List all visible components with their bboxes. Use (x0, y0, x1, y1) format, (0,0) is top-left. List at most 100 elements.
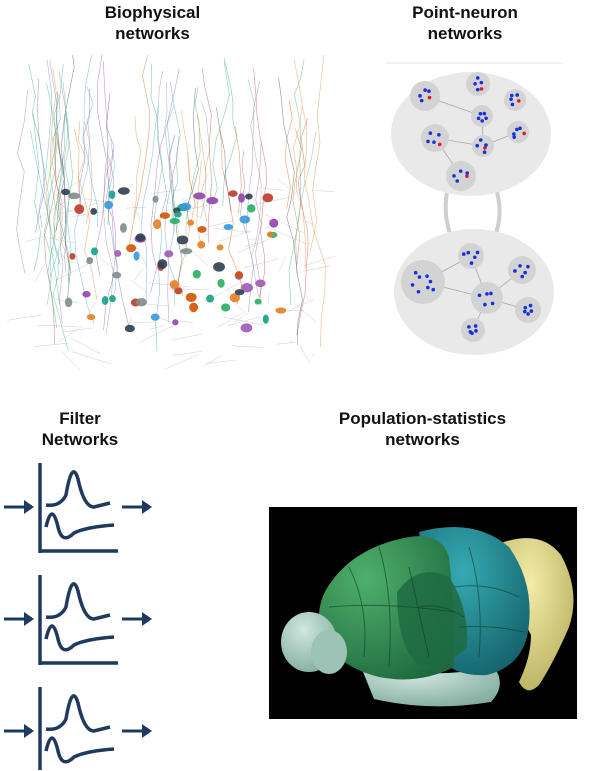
excitatory-neuron (466, 250, 471, 255)
neuron-population (410, 81, 440, 111)
excitatory-neuron (469, 261, 474, 265)
excitatory-neuron (423, 88, 427, 92)
excitatory-neuron (428, 131, 433, 136)
excitatory-neuron (437, 133, 441, 137)
excitatory-neuron (418, 94, 422, 98)
excitatory-neuron (467, 325, 471, 329)
excitatory-neuron (510, 102, 515, 107)
excitatory-neuron (523, 305, 528, 310)
biophysical-title: Biophysical networks (104, 3, 201, 43)
excitatory-neuron (475, 143, 479, 148)
excitatory-neuron (465, 171, 469, 175)
excitatory-neuron (410, 283, 415, 287)
neuron-population (401, 260, 445, 304)
excitatory-neuron (478, 111, 483, 116)
dendrite-mesh (7, 55, 335, 371)
excitatory-neuron (478, 138, 483, 142)
point-neuron-title: Point-neuron networks (412, 3, 518, 43)
brain-atlas-image (269, 507, 577, 719)
filter-kernel-icon (45, 694, 111, 733)
filter-unit (4, 575, 152, 665)
excitatory-neuron (452, 174, 456, 178)
excitatory-neuron (512, 135, 516, 139)
excitatory-neuron (428, 279, 433, 284)
excitatory-neuron (475, 250, 480, 255)
excitatory-neuron (484, 116, 488, 121)
excitatory-neuron (473, 81, 477, 86)
biophysical-network-image (5, 55, 335, 375)
inhibitory-neuron (427, 95, 432, 100)
neuron-population (471, 282, 503, 314)
arrow-right-icon (142, 724, 152, 738)
arrow-right-icon (142, 612, 152, 626)
excitatory-neuron (475, 76, 480, 80)
neuron-population (461, 318, 485, 342)
inhibitory-neuron (437, 142, 442, 147)
neuron-population (507, 121, 529, 143)
excitatory-neuron (482, 111, 487, 116)
excitatory-neuron (523, 270, 527, 275)
excitatory-neuron (520, 274, 525, 279)
filter-network-diagram (2, 455, 162, 770)
population-title: Population-statistics networks (338, 409, 507, 449)
excitatory-neuron (476, 116, 481, 121)
filter-kernel-icon (45, 470, 111, 509)
excitatory-neuron (485, 292, 489, 296)
excitatory-neuron (515, 93, 520, 97)
excitatory-neuron (427, 89, 431, 94)
excitatory-neuron (484, 143, 488, 147)
excitatory-neuron (426, 285, 430, 290)
excitatory-neuron (518, 126, 522, 131)
point-neuron-network-image (385, 60, 563, 360)
excitatory-neuron (479, 80, 484, 85)
excitatory-neuron (419, 98, 424, 103)
excitatory-neuron (473, 324, 478, 328)
excitatory-neuron (475, 87, 480, 92)
excitatory-neuron (477, 293, 482, 298)
excitatory-neuron (417, 275, 422, 279)
neuron-population (458, 243, 484, 269)
excitatory-neuron (509, 97, 513, 102)
excitatory-neuron (431, 287, 436, 292)
filter-unit (4, 687, 152, 770)
neuron-population (515, 297, 541, 323)
excitatory-neuron (483, 302, 487, 307)
excitatory-neuron (509, 93, 514, 98)
excitatory-neuron (468, 330, 473, 334)
filter-title: Filter Networks (41, 409, 119, 449)
excitatory-neuron (513, 269, 517, 273)
inhibitory-neuron (479, 87, 484, 91)
excitatory-neuron (518, 264, 522, 268)
neuron-population (508, 256, 536, 284)
excitatory-neuron (474, 329, 478, 333)
arrow-right-icon (24, 500, 34, 514)
neuron-population (472, 135, 494, 157)
excitatory-neuron (461, 252, 466, 256)
excitatory-neuron (489, 291, 493, 296)
excitatory-neuron (482, 150, 487, 154)
inhibitory-neuron (465, 174, 469, 178)
soma-cluster (61, 187, 287, 333)
inhibitory-neuron (516, 99, 521, 103)
inhibitory-neuron (522, 131, 526, 136)
excitatory-neuron (472, 255, 477, 260)
arrow-right-icon (24, 612, 34, 626)
excitatory-neuron (515, 127, 519, 132)
neuron-population (471, 105, 493, 127)
inhibitory-neuron (483, 146, 487, 150)
excitatory-neuron (455, 179, 460, 183)
arrow-right-icon (24, 724, 34, 738)
neuron-population (446, 161, 476, 191)
excitatory-neuron (416, 289, 421, 294)
excitatory-neuron (512, 132, 516, 136)
excitatory-neuron (522, 309, 527, 314)
filter-unit (4, 463, 152, 553)
neuron-population (466, 72, 490, 96)
neuron-population (421, 124, 449, 152)
excitatory-neuron (458, 169, 463, 173)
neuron-population (504, 89, 526, 111)
excitatory-neuron (526, 264, 530, 269)
excitatory-neuron (480, 119, 484, 123)
excitatory-neuron (425, 274, 429, 278)
excitatory-neuron (432, 140, 436, 144)
